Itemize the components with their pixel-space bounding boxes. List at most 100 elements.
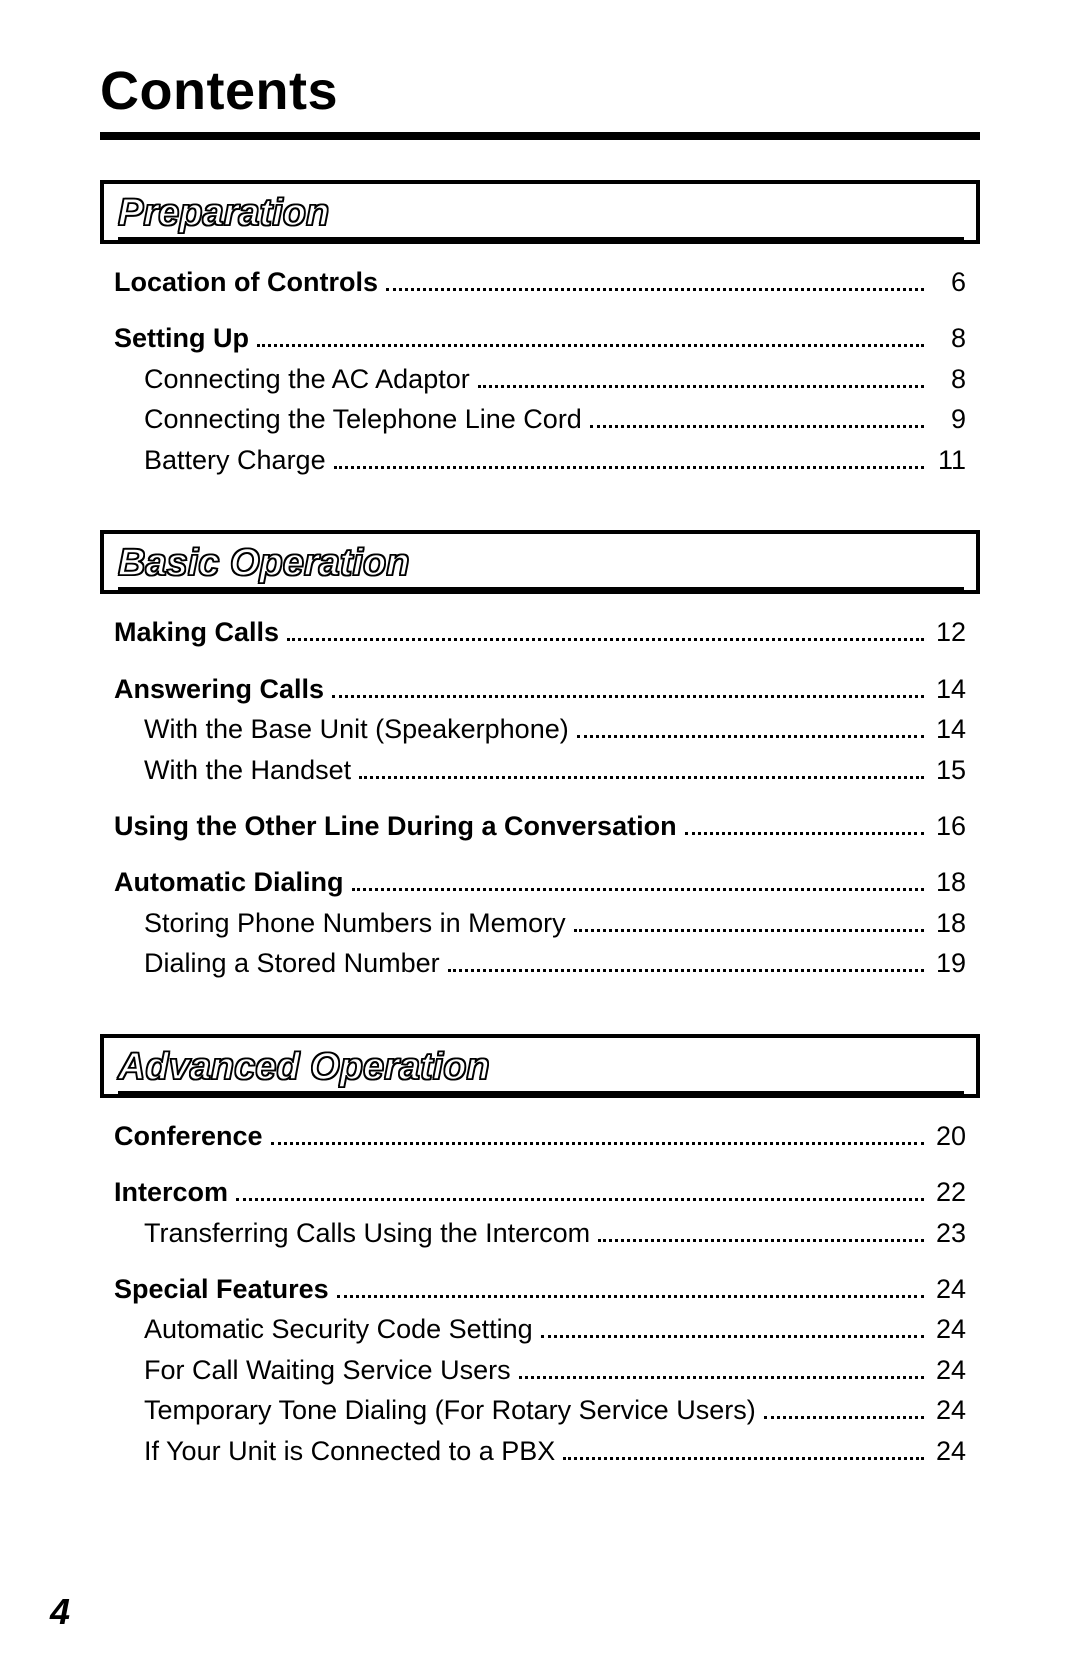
toc-entry: Location of Controls 6 xyxy=(114,264,966,300)
toc-label: Setting Up xyxy=(114,320,249,356)
toc-group-basic: Making Calls 12 Answering Calls 14 With … xyxy=(114,614,966,982)
toc-label: With the Base Unit (Speakerphone) xyxy=(144,711,569,747)
toc-entry: With the Base Unit (Speakerphone) 14 xyxy=(114,711,966,747)
toc-page: 14 xyxy=(932,711,966,747)
toc-label: Using the Other Line During a Conversati… xyxy=(114,808,677,844)
toc-entry: If Your Unit is Connected to a PBX 24 xyxy=(114,1433,966,1469)
toc-label: Automatic Dialing xyxy=(114,864,344,900)
toc-label: If Your Unit is Connected to a PBX xyxy=(144,1433,555,1469)
toc-label: Dialing a Stored Number xyxy=(144,945,440,981)
dot-leader xyxy=(352,869,924,891)
toc-entry: Automatic Security Code Setting 24 xyxy=(114,1311,966,1347)
toc-label: Connecting the AC Adaptor xyxy=(144,361,470,397)
section-heading-basic: Basic Operation xyxy=(118,542,964,589)
toc-label: Connecting the Telephone Line Cord xyxy=(144,401,582,437)
toc-label: With the Handset xyxy=(144,752,351,788)
toc-label: Transferring Calls Using the Intercom xyxy=(144,1215,590,1251)
toc-group-preparation: Location of Controls 6 Setting Up 8 Conn… xyxy=(114,264,966,478)
toc-entry: Storing Phone Numbers in Memory 18 xyxy=(114,905,966,941)
toc-page: 18 xyxy=(932,905,966,941)
toc-page: 15 xyxy=(932,752,966,788)
toc-page: 24 xyxy=(932,1433,966,1469)
toc-label: Location of Controls xyxy=(114,264,378,300)
toc-page: 16 xyxy=(932,808,966,844)
title-rule xyxy=(100,132,980,140)
dot-leader xyxy=(577,716,924,738)
toc-entry: Connecting the AC Adaptor 8 xyxy=(114,361,966,397)
toc-entry: Transferring Calls Using the Intercom 23 xyxy=(114,1215,966,1251)
section-box-basic: Basic Operation xyxy=(100,530,980,594)
dot-leader xyxy=(574,910,924,932)
dot-leader xyxy=(541,1317,924,1339)
dot-leader xyxy=(332,676,924,698)
toc-page: 24 xyxy=(932,1352,966,1388)
toc-label: Temporary Tone Dialing (For Rotary Servi… xyxy=(144,1392,756,1428)
toc-entry: Answering Calls 14 xyxy=(114,671,966,707)
page-title: Contents xyxy=(100,60,980,122)
dot-leader xyxy=(236,1179,924,1201)
toc-entry: Conference 20 xyxy=(114,1118,966,1154)
page-number: 4 xyxy=(50,1591,70,1633)
dot-leader xyxy=(386,269,924,291)
toc-label: Special Features xyxy=(114,1271,329,1307)
toc-entry: For Call Waiting Service Users 24 xyxy=(114,1352,966,1388)
contents-page: Contents Preparation Location of Control… xyxy=(0,0,1080,1673)
toc-label: Battery Charge xyxy=(144,442,326,478)
toc-page: 24 xyxy=(932,1271,966,1307)
toc-entry: Connecting the Telephone Line Cord 9 xyxy=(114,401,966,437)
toc-entry: Special Features 24 xyxy=(114,1271,966,1307)
dot-leader xyxy=(337,1276,924,1298)
toc-page: 12 xyxy=(932,614,966,650)
toc-label: Conference xyxy=(114,1118,263,1154)
toc-entry: Temporary Tone Dialing (For Rotary Servi… xyxy=(114,1392,966,1428)
toc-entry: Making Calls 12 xyxy=(114,614,966,650)
section-box-preparation: Preparation xyxy=(100,180,980,244)
dot-leader xyxy=(590,406,924,428)
toc-page: 9 xyxy=(932,401,966,437)
dot-leader xyxy=(563,1438,924,1460)
toc-page: 14 xyxy=(932,671,966,707)
toc-label: Automatic Security Code Setting xyxy=(144,1311,533,1347)
toc-entry: Battery Charge 11 xyxy=(114,442,966,478)
toc-page: 19 xyxy=(932,945,966,981)
dot-leader xyxy=(764,1397,924,1419)
section-underline xyxy=(118,237,964,240)
toc-page: 11 xyxy=(932,442,966,478)
toc-entry: With the Handset 15 xyxy=(114,752,966,788)
dot-leader xyxy=(478,366,924,388)
toc-label: Answering Calls xyxy=(114,671,324,707)
toc-entry: Automatic Dialing 18 xyxy=(114,864,966,900)
dot-leader xyxy=(359,757,924,779)
dot-leader xyxy=(598,1220,924,1242)
toc-page: 24 xyxy=(932,1392,966,1428)
toc-page: 23 xyxy=(932,1215,966,1251)
section-heading-advanced: Advanced Operation xyxy=(118,1046,964,1093)
section-heading-preparation: Preparation xyxy=(118,192,964,239)
toc-label: Making Calls xyxy=(114,614,279,650)
dot-leader xyxy=(257,326,924,348)
dot-leader xyxy=(287,619,924,641)
toc-page: 6 xyxy=(932,264,966,300)
toc-label: For Call Waiting Service Users xyxy=(144,1352,511,1388)
toc-page: 8 xyxy=(932,320,966,356)
toc-page: 18 xyxy=(932,864,966,900)
toc-entry: Dialing a Stored Number 19 xyxy=(114,945,966,981)
toc-label: Intercom xyxy=(114,1174,228,1210)
toc-page: 24 xyxy=(932,1311,966,1347)
dot-leader xyxy=(685,813,924,835)
toc-entry: Intercom 22 xyxy=(114,1174,966,1210)
toc-page: 22 xyxy=(932,1174,966,1210)
toc-entry: Using the Other Line During a Conversati… xyxy=(114,808,966,844)
section-box-advanced: Advanced Operation xyxy=(100,1034,980,1098)
section-underline xyxy=(118,587,964,590)
toc-page: 8 xyxy=(932,361,966,397)
section-underline xyxy=(118,1091,964,1094)
dot-leader xyxy=(271,1123,924,1145)
dot-leader xyxy=(334,447,924,469)
toc-group-advanced: Conference 20 Intercom 22 Transferring C… xyxy=(114,1118,966,1470)
toc-page: 20 xyxy=(932,1118,966,1154)
toc-label: Storing Phone Numbers in Memory xyxy=(144,905,566,941)
dot-leader xyxy=(519,1357,924,1379)
dot-leader xyxy=(448,950,924,972)
toc-entry: Setting Up 8 xyxy=(114,320,966,356)
